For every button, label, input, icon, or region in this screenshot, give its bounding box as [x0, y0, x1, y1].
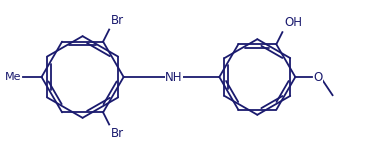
Text: Me: Me — [5, 72, 22, 82]
Text: O: O — [314, 71, 323, 83]
Text: Br: Br — [111, 14, 124, 26]
Text: NH: NH — [165, 71, 183, 83]
Text: OH: OH — [284, 16, 302, 29]
Text: Br: Br — [111, 128, 124, 140]
